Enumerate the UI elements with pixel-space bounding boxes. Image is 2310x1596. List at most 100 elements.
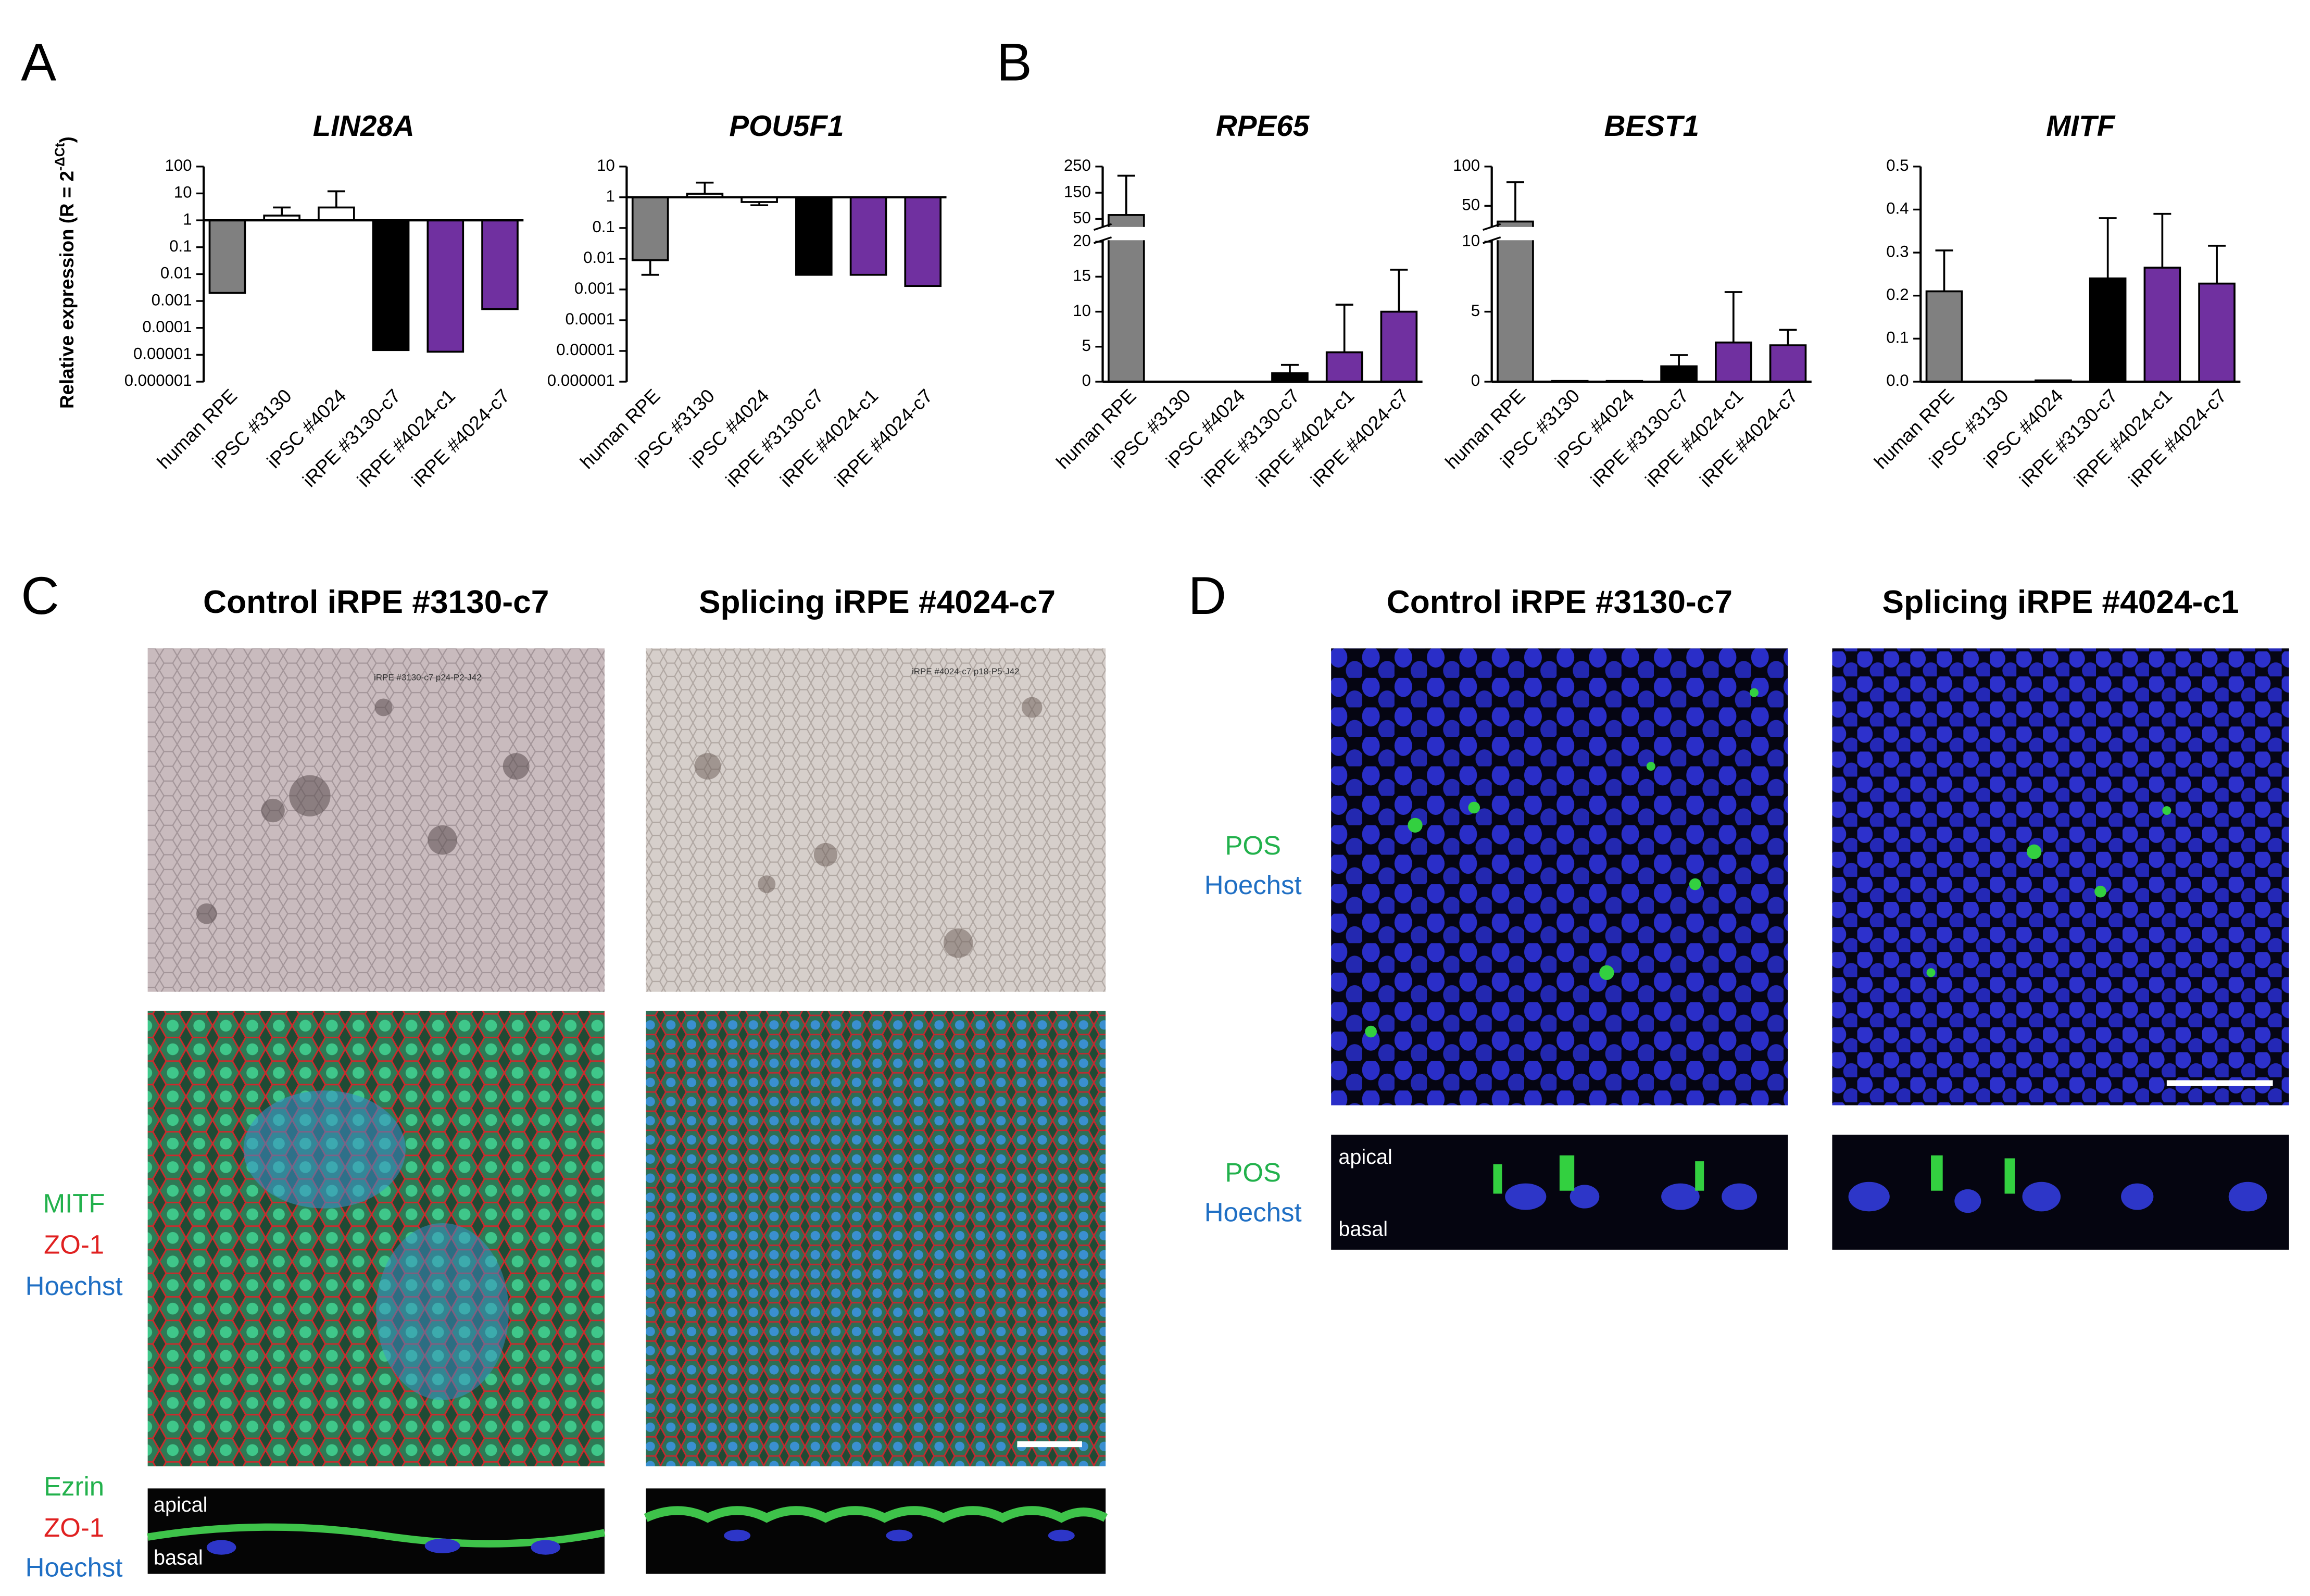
strip-label: basal <box>154 1547 203 1569</box>
y-tick-label: 10 <box>1462 231 1480 249</box>
error-bar <box>1280 363 1299 373</box>
bar <box>904 196 942 287</box>
x-tick-label: iRPE #4024-c1 <box>353 385 459 491</box>
image-caption: iRPE #3130-c7 p24-P2-J42 <box>374 672 482 682</box>
nuclei <box>206 1538 561 1555</box>
y-tick-label: 0.0001 <box>566 310 615 328</box>
chart-title: RPE65 <box>1216 109 1310 142</box>
y-tick-label: 150 <box>1064 182 1091 200</box>
y-axis-label-sup: -ΔCt <box>53 143 67 171</box>
bar <box>1925 290 1963 383</box>
stain-label: ZO-1 <box>44 1230 104 1260</box>
y-tick-label: 0.001 <box>574 279 615 297</box>
bar <box>318 206 355 221</box>
hoechst-region <box>243 1090 406 1209</box>
x-tick-label: iRPE #4024-c1 <box>1641 385 1748 491</box>
panel-label: A <box>21 32 56 92</box>
pos-signal <box>1926 806 2171 977</box>
column-title: Control iRPE #3130-c7 <box>1387 584 1733 620</box>
stain-label: MITF <box>43 1188 105 1218</box>
y-tick-label: 0.001 <box>152 291 192 309</box>
x-tick-label: iRPE #3130-c7 <box>1587 385 1693 491</box>
y-tick-label: 15 <box>1073 267 1091 285</box>
y-tick-label: 0 <box>1471 371 1480 389</box>
stain-label: Hoechst <box>1204 870 1302 900</box>
bar <box>481 219 519 310</box>
pos-image <box>1331 648 1788 1105</box>
x-tick-label: iRPE #4024-c7 <box>831 385 937 491</box>
y-tick-label: 10 <box>1073 301 1091 320</box>
y-tick-label: 0.2 <box>1886 285 1909 304</box>
brightfield-image <box>147 648 605 992</box>
y-tick-label: 100 <box>1453 156 1480 174</box>
axis-break <box>1094 227 1153 241</box>
bar <box>1271 372 1309 383</box>
scale-bar <box>1017 1441 1082 1448</box>
axis-break-mark <box>1483 223 1501 244</box>
y-tick-label: 0.0001 <box>142 318 192 336</box>
y-tick-label: 0.00001 <box>133 345 192 363</box>
chart-title: MITF <box>2046 109 2115 142</box>
y-tick-label: 0.1 <box>1886 329 1909 347</box>
stain-label: POS <box>1225 831 1281 860</box>
error-bar <box>1779 329 1797 346</box>
x-tick-label: iRPE #4024-c7 <box>1307 385 1413 491</box>
error-bar <box>1670 354 1688 367</box>
nuclei <box>1505 1183 1757 1210</box>
error-bar <box>2153 212 2171 268</box>
bar <box>1380 310 1418 383</box>
pos-signal <box>1931 1155 2015 1194</box>
y-tick-label: 5 <box>1471 301 1480 320</box>
stain-label: Ezrin <box>44 1472 104 1501</box>
strip-label: apical <box>154 1493 208 1516</box>
y-tick-label: 250 <box>1064 156 1091 174</box>
y-axis-label: Relative expression (R = 2-ΔCt) <box>53 136 77 409</box>
x-tick-label: iRPE #3130-c7 <box>1198 385 1304 491</box>
bar <box>1325 351 1363 383</box>
x-tick-label: iRPE #3130-c7 <box>2015 385 2121 491</box>
bar <box>2143 267 2181 383</box>
strip-label: basal <box>1338 1218 1388 1241</box>
y-tick-label: 100 <box>165 156 192 174</box>
y-tick-label: 1 <box>183 210 192 228</box>
y-axis-label-text: Relative expression (R = 2 <box>56 171 78 409</box>
error-bar <box>273 206 291 216</box>
layout: A B C D Relative expression (R = 2-ΔCt) … <box>21 32 2289 1582</box>
nuclei <box>724 1529 1075 1542</box>
image-caption: iRPE #4024-c7 p18-P5-J42 <box>912 667 1020 676</box>
bar <box>1715 341 1752 383</box>
stain-label: Hoechst <box>1204 1197 1302 1227</box>
y-tick-label: 0.4 <box>1886 199 1909 218</box>
error-bar <box>1335 304 1353 353</box>
y-tick-label: 0.1 <box>169 237 192 255</box>
pos-image <box>1832 648 2289 1105</box>
chart-title: LIN28A <box>313 109 415 142</box>
column-title: Splicing iRPE #4024-c1 <box>1882 584 2239 620</box>
pos-signal <box>1493 1155 1704 1194</box>
chart-title: POU5F1 <box>729 109 844 142</box>
error-bar <box>1390 269 1408 312</box>
x-tick-label: iRPE #4024-c1 <box>1252 385 1358 491</box>
y-tick-label: 0.00001 <box>556 341 615 359</box>
x-tick-label: iRPE #4024-c1 <box>2070 385 2176 491</box>
y-tick-label: 0.01 <box>160 264 192 282</box>
bar <box>208 219 246 294</box>
axis-break-mark <box>1094 223 1112 244</box>
y-tick-label: 50 <box>1462 195 1480 213</box>
scale-bar <box>2166 1080 2273 1086</box>
x-tick-label: iRPE #4024-c7 <box>1696 385 1802 491</box>
column-title: Control iRPE #3130-c7 <box>203 584 549 620</box>
y-tick-label: 10 <box>174 183 192 202</box>
y-tick-label: 0.1 <box>592 218 614 236</box>
error-bar <box>327 190 345 208</box>
ezrin-signal <box>644 1506 1108 1523</box>
x-tick-label: iRPE #4024-c1 <box>776 385 882 491</box>
bar <box>2198 282 2236 383</box>
bar <box>795 196 833 276</box>
xz-strip <box>646 1488 1106 1574</box>
bar <box>426 219 464 353</box>
bar <box>1660 365 1698 383</box>
y-tick-label: 0.0 <box>1886 371 1909 389</box>
y-tick-label: 0.000001 <box>547 371 615 389</box>
nuclei <box>1848 1182 2267 1213</box>
